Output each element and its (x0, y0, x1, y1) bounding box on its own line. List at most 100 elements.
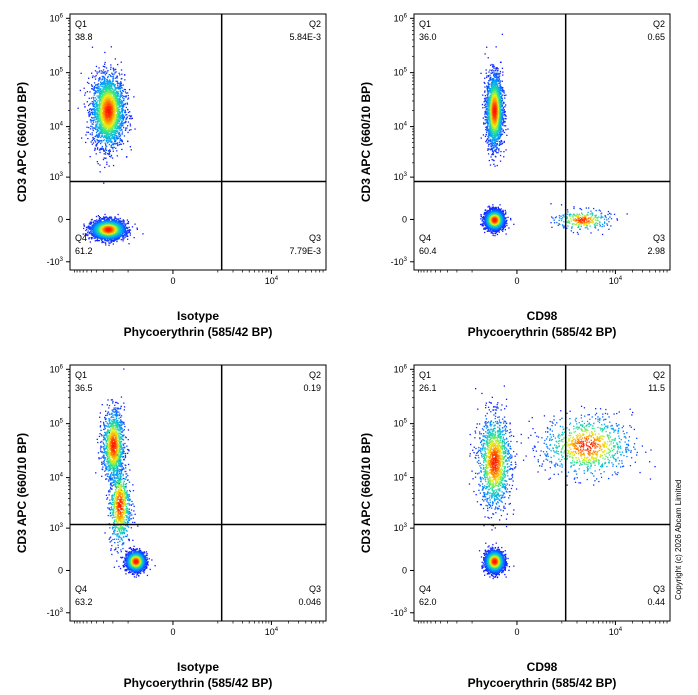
event-point (117, 85, 118, 86)
event-point (97, 147, 98, 148)
event-point (90, 113, 91, 114)
event-point (115, 72, 116, 73)
event-point (127, 109, 128, 110)
event-point (119, 74, 120, 75)
event-point (95, 128, 96, 129)
event-point (103, 87, 104, 88)
event-point (103, 69, 104, 70)
event-point (128, 221, 129, 222)
event-point (95, 100, 96, 101)
event-point (87, 232, 88, 233)
event-point (120, 140, 121, 141)
event-point (127, 102, 128, 103)
event-point (95, 97, 96, 98)
event-point (117, 155, 118, 156)
event-point (93, 124, 94, 125)
event-point (120, 218, 121, 219)
event-point (94, 150, 95, 151)
event-point (124, 112, 125, 113)
event-point (84, 103, 85, 104)
event-point (134, 224, 135, 225)
event-point (131, 149, 132, 150)
event-point (109, 153, 110, 154)
event-point (94, 76, 95, 77)
event-point (130, 146, 131, 147)
event-point (125, 96, 126, 97)
event-point (127, 92, 128, 93)
event-point (88, 83, 89, 84)
event-point (127, 125, 128, 126)
event-point (91, 231, 92, 232)
event-point (89, 104, 90, 105)
event-point (119, 142, 120, 143)
event-point (108, 242, 109, 243)
event-point (100, 137, 101, 138)
event-point (86, 127, 87, 128)
event-point (96, 99, 97, 100)
event-point (114, 141, 115, 142)
event-point (111, 46, 112, 47)
event-point (137, 229, 138, 230)
event-point (125, 234, 126, 235)
event-point (113, 74, 114, 75)
event-point (100, 84, 101, 85)
event-point (98, 116, 99, 117)
event-point (95, 84, 96, 85)
event-point (124, 224, 125, 225)
event-point (85, 92, 86, 93)
event-point (117, 64, 118, 65)
event-point (92, 114, 93, 115)
event-point (132, 118, 133, 119)
event-point (92, 134, 93, 135)
event-point (120, 94, 121, 95)
event-point (123, 84, 124, 85)
event-point (101, 86, 102, 87)
event-point (94, 119, 95, 120)
event-point (121, 74, 122, 75)
event-point (105, 244, 106, 245)
event-point (94, 94, 95, 95)
event-point (109, 166, 110, 167)
event-point (93, 98, 94, 99)
event-point (127, 132, 128, 133)
event-point (93, 102, 94, 103)
event-point (96, 125, 97, 126)
event-point (105, 74, 106, 75)
event-point (99, 141, 100, 142)
event-point (94, 104, 95, 105)
event-point (115, 78, 116, 79)
event-point (91, 84, 92, 85)
event-point (96, 88, 97, 89)
event-point (102, 86, 103, 87)
event-point (92, 112, 93, 113)
event-point (129, 115, 130, 116)
event-point (109, 152, 110, 153)
event-point (110, 69, 111, 70)
event-point (119, 84, 120, 85)
event-point (121, 78, 122, 79)
event-point (130, 118, 131, 119)
event-point (122, 125, 123, 126)
event-point (101, 133, 102, 134)
event-point (89, 91, 90, 92)
event-point (126, 156, 127, 157)
event-point (128, 112, 129, 113)
event-point (87, 138, 88, 139)
event-point (121, 108, 122, 109)
event-point (98, 67, 99, 68)
event-points (78, 46, 144, 246)
event-point (129, 130, 130, 131)
event-point (125, 91, 126, 92)
event-point (125, 121, 126, 122)
event-point (98, 72, 99, 73)
event-point (89, 111, 90, 112)
event-point (104, 64, 105, 65)
event-point (92, 144, 93, 145)
event-point (94, 148, 95, 149)
event-point (98, 220, 99, 221)
event-point (142, 233, 143, 234)
event-point (90, 114, 91, 115)
event-point (122, 240, 123, 241)
event-point (128, 243, 129, 244)
event-point (112, 157, 113, 158)
